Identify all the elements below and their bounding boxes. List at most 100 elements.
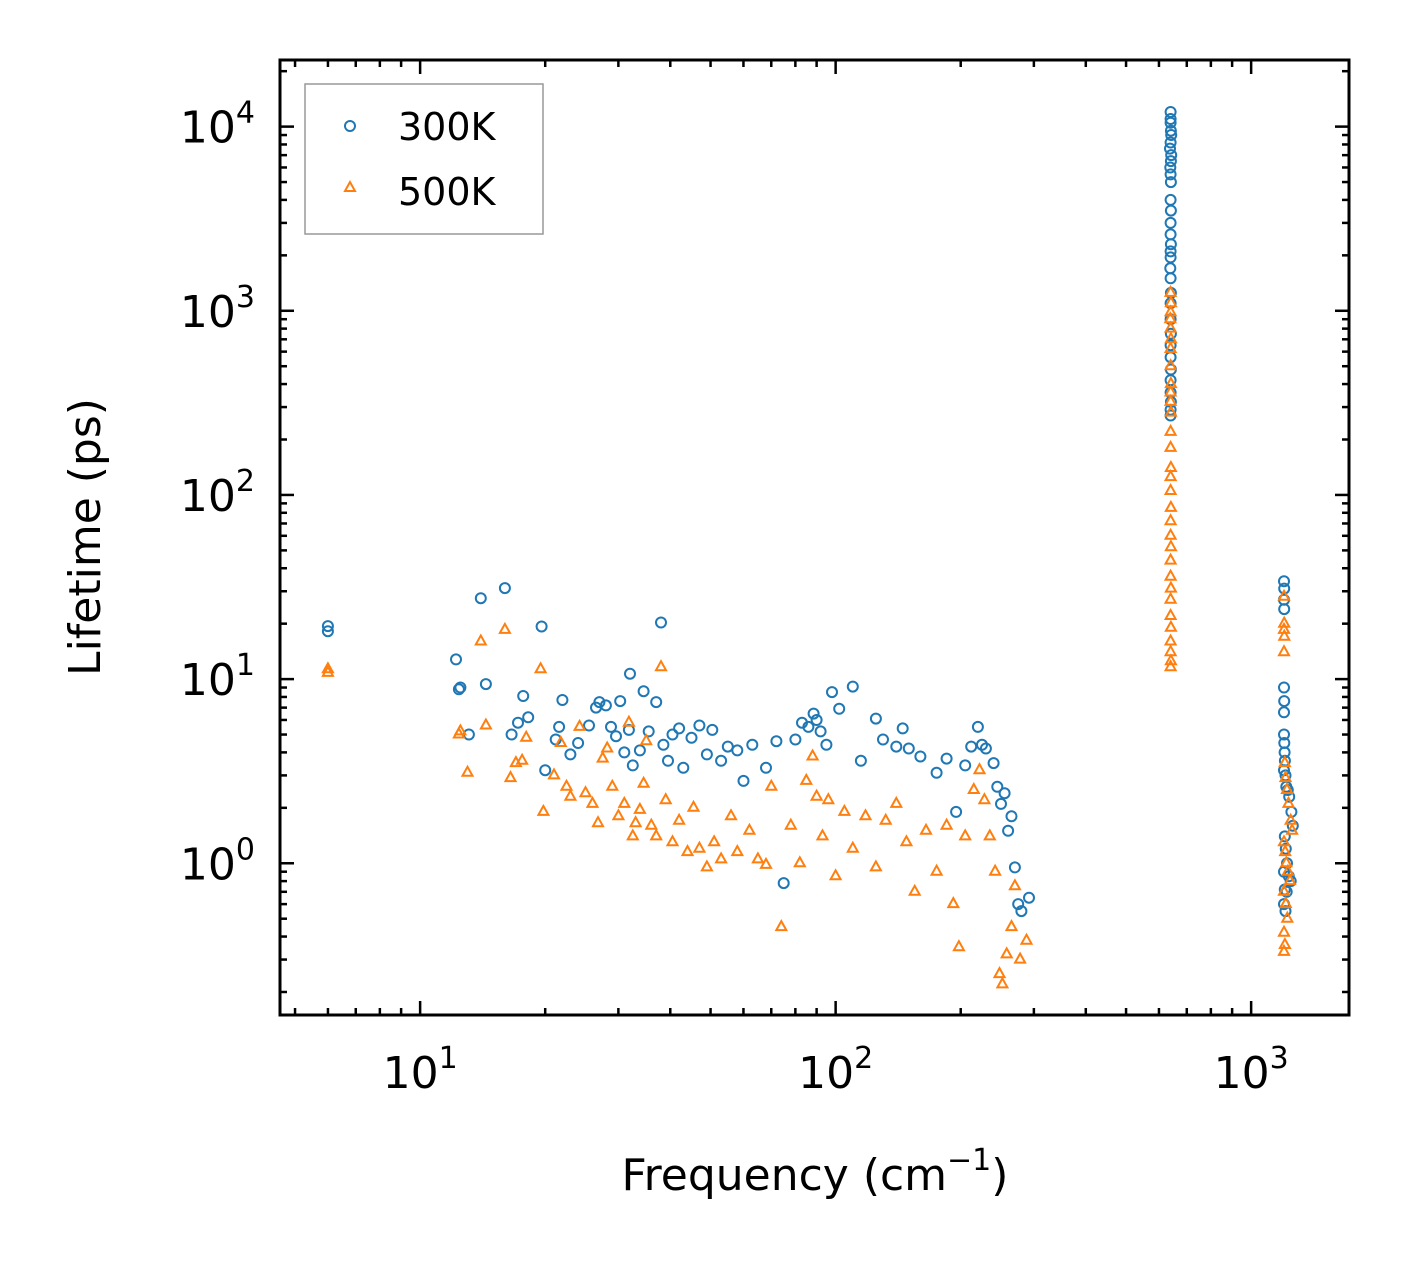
data-point [946,896,960,909]
data-point [988,863,1002,876]
data-point [1164,176,1177,189]
data-point [837,803,852,816]
data-point [759,856,773,869]
data-point [1023,891,1035,904]
data-point [1163,659,1178,672]
x-tick-label: 103 [1214,1041,1289,1099]
data-point [965,740,978,753]
data-point [503,770,518,783]
data-point [666,728,679,741]
data-point [908,883,922,896]
data-point [617,795,631,808]
data-point [572,718,587,731]
legend-marker-500k [343,179,357,192]
data-point [599,699,612,712]
data-point [479,717,493,730]
data-point [665,834,680,847]
data-point [902,742,915,755]
data-point [556,694,569,706]
data-point [450,653,462,666]
data-point [583,719,595,732]
data-point [983,828,997,841]
y-tick-label: 100 [180,832,255,890]
data-point [1163,607,1178,620]
data-point [596,750,610,763]
data-point [899,834,914,847]
data-point [1164,155,1177,168]
data-point [633,801,647,814]
data-point [714,851,728,864]
data-point [919,822,933,835]
data-point [971,720,984,733]
data-point [1278,603,1291,616]
data-point [1281,795,1296,808]
data-point [535,620,548,633]
data-point [1002,824,1015,837]
data-point [1164,161,1177,174]
data-point [952,939,966,952]
data-point [1278,755,1292,768]
data-point [564,748,577,761]
data-point [869,712,882,725]
x-tick-label: 102 [798,1041,873,1099]
data-point [737,774,750,787]
data-point [637,685,650,698]
data-point [1283,873,1297,886]
y-tick-label: 102 [180,464,255,522]
data-point [959,759,972,772]
data-point [1281,863,1295,876]
data-point [1280,910,1294,923]
data-point [624,667,636,680]
data-point [1163,439,1178,452]
data-point [650,696,663,709]
data-point [940,752,953,765]
data-point [1163,552,1178,565]
data-point [979,742,992,755]
data-point [958,828,972,841]
data-point [991,780,1004,793]
data-point [1164,136,1177,149]
data-point [505,728,518,741]
data-point [628,815,643,828]
data-point [764,778,778,791]
data-point [930,766,943,779]
data-point [1165,129,1178,141]
data-point [1015,905,1028,918]
data-point [1280,781,1294,794]
legend: 300K 500K [304,83,544,235]
data-point [685,731,698,744]
data-point [533,661,548,674]
data-point [742,822,757,835]
data-point [578,785,593,798]
data-point [610,730,622,743]
data-point [1277,943,1291,956]
data-point [677,761,690,774]
data-point [972,762,987,775]
data-point [1278,706,1290,719]
data-point [1278,681,1290,694]
data-point [1164,216,1177,229]
legend-marker-300k [344,120,356,132]
data-point [914,750,927,763]
data-point [889,795,903,808]
y-tick-label: 104 [180,96,255,154]
data-point [1286,819,1299,832]
data-point [807,707,820,720]
data-point [1164,142,1176,155]
data-point [1278,582,1291,595]
legend-label-500k: 500K [398,170,497,214]
axes: 101 102 103 100 101 102 103 104 [180,58,1351,1099]
data-point [657,738,670,751]
data-point [611,808,626,821]
data-point [572,737,585,749]
data-point [1279,842,1292,855]
data-point [1164,204,1177,217]
data-point [1008,861,1021,874]
data-point [1277,644,1291,657]
data-point [642,725,655,738]
data-point [1164,272,1177,285]
data-point [680,844,695,857]
data-point [585,795,600,808]
data-point [998,787,1011,800]
